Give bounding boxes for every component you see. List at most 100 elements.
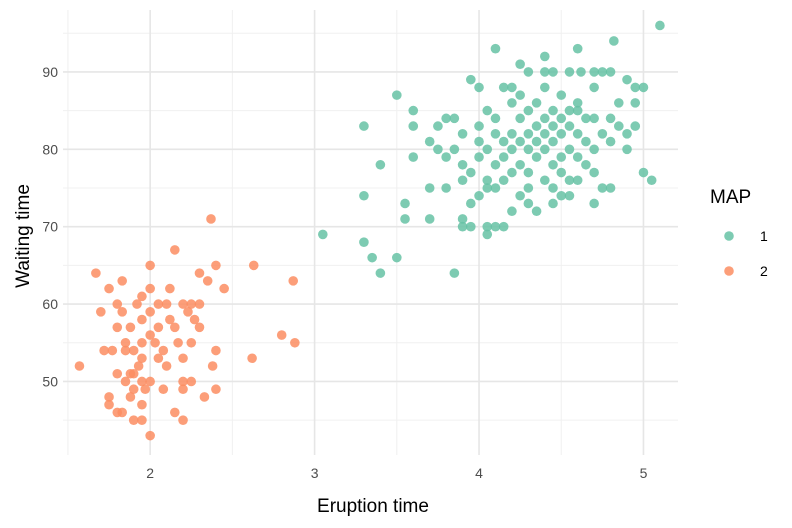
data-point-series-1 [589,144,599,155]
data-point-series-1 [498,175,509,186]
data-point-series-2 [137,399,147,410]
data-point-series-2 [247,353,257,364]
data-point-series-1 [400,198,410,209]
data-point-series-2 [128,384,139,395]
data-point-series-1 [515,159,525,170]
data-point-series-1 [614,98,624,108]
data-point-series-2 [112,322,123,333]
data-point-series-1 [572,98,583,108]
data-point-series-1 [474,190,484,201]
data-point-series-1 [589,113,599,124]
data-point-series-2 [137,353,147,364]
data-point-series-1 [515,59,525,69]
data-point-series-1 [605,183,616,193]
data-point-series-1 [490,221,501,232]
data-point-series-2 [128,345,139,356]
data-point-series-1 [466,221,476,232]
data-point-series-1 [556,167,567,178]
data-point-series-2 [178,353,188,364]
data-point-series-1 [466,167,476,178]
data-point-series-2 [219,283,229,294]
data-point-series-1 [507,206,517,217]
data-point-series-1 [556,152,567,162]
data-point-series-1 [375,159,386,170]
data-point-series-1 [441,152,451,162]
data-point-series-1 [515,190,525,201]
data-point-series-1 [424,214,435,224]
minor-gridlines [63,10,678,455]
data-point-series-2 [170,245,180,255]
data-point-series-1 [564,175,575,186]
data-point-series-2 [158,384,169,395]
data-point-series-1 [441,113,451,124]
data-point-series-2 [104,399,114,410]
data-point-series-2 [107,345,118,356]
data-point-series-1 [498,136,509,147]
data-point-series-1 [482,229,493,240]
data-point-series-2 [153,299,164,309]
data-point-series-2 [137,314,147,325]
data-point-series-1 [515,136,525,147]
data-point-series-2 [194,322,205,333]
x-tick-label: 4 [475,465,483,481]
data-point-series-1 [556,190,567,201]
data-point-series-2 [194,299,205,309]
data-point-series-2 [150,337,160,348]
data-point-series-1 [490,159,501,170]
data-point-series-1 [540,51,550,62]
data-point-series-2 [145,330,155,340]
x-tick-label: 3 [311,465,319,481]
data-point-series-1 [548,159,558,170]
data-point-series-1 [457,214,468,224]
data-point-series-1 [523,144,534,155]
data-point-series-1 [548,105,558,116]
data-point-series-1 [515,90,525,100]
data-point-series-1 [490,183,501,193]
data-point-series-1 [482,175,493,186]
data-point-series-1 [507,144,517,155]
data-point-series-1 [597,129,608,139]
data-point-series-2 [161,361,172,371]
x-tick-label: 2 [146,465,154,481]
data-point-series-1 [548,136,558,147]
data-point-series-2 [133,361,144,371]
data-point-series-2 [206,214,216,224]
data-point-series-1 [589,167,599,178]
data-point-series-2 [199,392,210,402]
data-point-series-2 [99,345,109,356]
data-point-series-1 [572,175,583,186]
data-point-series-1 [367,252,377,263]
data-point-series-1 [449,268,460,278]
data-point-series-1 [564,144,575,155]
y-axis-ticks: 50 60 70 80 90 [42,64,58,390]
data-point-series-2 [137,291,147,302]
data-point-series-1 [581,159,591,170]
data-points [74,20,665,441]
data-point-series-1 [540,113,550,124]
data-point-series-1 [433,121,443,131]
data-point-series-1 [564,67,575,77]
data-point-series-1 [589,198,599,209]
data-point-series-2 [137,415,147,425]
data-point-series-2 [189,314,200,325]
data-point-series-2 [288,276,299,286]
data-point-series-1 [630,98,641,108]
data-point-series-2 [74,361,85,371]
data-point-series-1 [531,121,542,131]
y-tick-label: 90 [42,64,58,80]
data-point-series-2 [145,376,155,387]
data-point-series-1 [474,121,484,131]
data-point-series-1 [609,36,619,46]
data-point-series-1 [548,198,558,209]
data-point-series-2 [91,268,101,278]
data-point-series-1 [392,90,402,100]
data-point-series-2 [202,276,213,286]
data-point-series-1 [572,129,583,139]
data-point-series-1 [581,136,591,147]
data-point-series-1 [507,82,517,93]
data-point-series-1 [630,82,641,93]
data-point-series-1 [523,198,534,209]
data-point-series-1 [507,129,517,139]
y-tick-label: 70 [42,219,58,235]
